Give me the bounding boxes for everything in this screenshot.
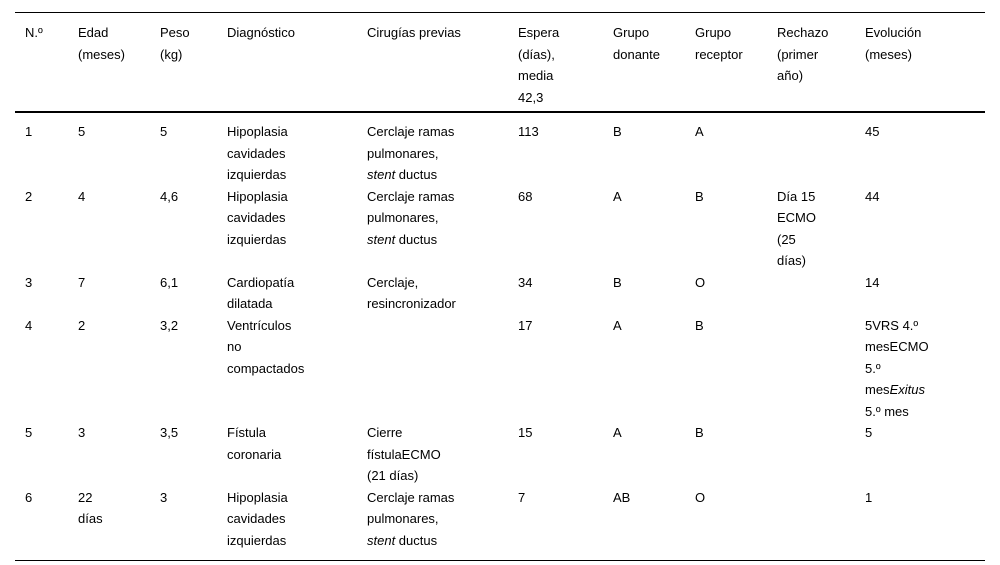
table-cell: Cerclaje, resincronizador: [367, 274, 456, 312]
table-row: 1 5 5 Hipoplasia cavidades izquierdas Cercla…: [15, 112, 985, 186]
table-body: 1 5 5 Hipoplasia cavidades izquierdas Cercla…: [15, 112, 985, 561]
table-cell: [357, 315, 508, 423]
table-cell: 3: [78, 425, 86, 440]
column-header-8: Grupo receptor: [695, 25, 743, 62]
table-cell: 6,1: [160, 274, 179, 290]
table-cell: [767, 315, 855, 423]
table-cell: Cardiopatía dilatada: [227, 274, 295, 312]
table-cell: 2: [78, 317, 86, 333]
column-header-6: Espera (días), media 42,3: [518, 25, 560, 105]
table-cell: 5: [78, 124, 86, 139]
table-header: N.º Edad (meses) Peso (kg) Diagnóstico Cirug…: [15, 13, 985, 112]
table-cell: [767, 487, 855, 561]
table-cell: Cierre fístulaECMO (21 días): [367, 425, 441, 483]
table-cell: O: [695, 274, 706, 290]
table-cell: Cerclaje ramas pulmonares, stent ductus: [367, 489, 455, 548]
table-cell: 4,6: [160, 188, 179, 204]
table-cell: 15: [518, 425, 533, 440]
table-cell: 7: [78, 274, 86, 290]
table-cell: Hipoplasia cavidades izquierdas: [227, 124, 288, 182]
table-cell: B: [695, 425, 704, 440]
column-header-3: Peso (kg): [160, 25, 190, 62]
table-cell: 68: [518, 188, 533, 204]
table-row: 2 4 4,6 Hipoplasia cavidades izquierdas Cerc…: [15, 186, 985, 272]
table-cell: 4: [78, 188, 86, 204]
column-header-9: Rechazo (primer año): [777, 25, 829, 83]
table-cell: 34: [518, 274, 533, 290]
column-header-5: Cirugías previas: [367, 25, 461, 40]
table-cell: A: [613, 188, 622, 204]
table-cell: [767, 112, 855, 186]
table-cell: B: [695, 317, 704, 333]
table-cell: 1: [865, 489, 873, 505]
column-header-1: N.º: [25, 25, 43, 40]
table-row: 4 2 3,2 Ventrículos no compactados 17 A B 5VRS …: [15, 315, 985, 423]
table-cell: Cerclaje ramas pulmonares, stent ductus: [367, 124, 455, 182]
patient-transplant-table: N.º Edad (meses) Peso (kg) Diagnóstico Cirug…: [15, 12, 985, 561]
column-header-10: Evolución (meses): [865, 25, 922, 62]
table-cell: Fístula coronaria: [227, 425, 282, 462]
table-cell: 5: [865, 425, 873, 440]
table-cell: 3,2: [160, 317, 179, 333]
column-header-4: Diagnóstico: [227, 25, 295, 40]
table-cell: 1: [25, 124, 33, 139]
table-cell: Hipoplasia cavidades izquierdas: [227, 188, 288, 247]
table-cell: Hipoplasia cavidades izquierdas: [227, 489, 288, 548]
table-row: 5 3 3,5 Fístula coronaria Cierre fístulaECMO…: [15, 422, 985, 487]
table-cell: B: [613, 124, 622, 139]
table-row: 3 7 6,1 Cardiopatía dilatada Cerclaje, resin…: [15, 272, 985, 315]
table-cell: 4: [25, 317, 33, 333]
column-header-7: Grupo donante: [613, 25, 660, 62]
table-cell: O: [695, 489, 706, 505]
table-cell: AB: [613, 489, 631, 505]
table-cell: 6: [25, 489, 33, 505]
table-cell: 45: [865, 124, 880, 139]
table-cell: 5VRS 4.º mesECMO 5.º mesExitus 5.º mes: [865, 317, 929, 419]
table-cell: 3: [25, 274, 33, 290]
table-cell: 17: [518, 317, 533, 333]
table-cell: Día 15 ECMO (25 días): [777, 188, 816, 269]
table-cell: 7: [518, 489, 526, 505]
table-cell: 3: [160, 489, 168, 505]
column-header-2: Edad (meses): [78, 25, 125, 62]
table-cell: A: [613, 425, 622, 440]
table-cell: 44: [865, 188, 880, 204]
table-cell: [767, 422, 855, 487]
table-cell: 22 días: [78, 489, 103, 527]
table-row: 6 22 días 3 Hipoplasia cavidades izquierdas…: [15, 487, 985, 561]
table-cell: 5: [25, 425, 33, 440]
table-cell: 113: [518, 124, 539, 139]
table-cell: Cerclaje ramas pulmonares, stent ductus: [367, 188, 455, 247]
table-cell: Ventrículos no compactados: [227, 317, 305, 376]
table-cell: A: [613, 317, 622, 333]
table-cell: 14: [865, 274, 880, 290]
table-cell: B: [695, 188, 704, 204]
table-cell: [767, 272, 855, 315]
table-cell: B: [613, 274, 622, 290]
table-cell: A: [695, 124, 704, 139]
table-cell: 3,5: [160, 425, 179, 440]
table-header-row: N.º Edad (meses) Peso (kg) Diagnóstico Cirug…: [15, 13, 985, 112]
table-cell: 5: [160, 124, 168, 139]
table-cell: 2: [25, 188, 33, 204]
